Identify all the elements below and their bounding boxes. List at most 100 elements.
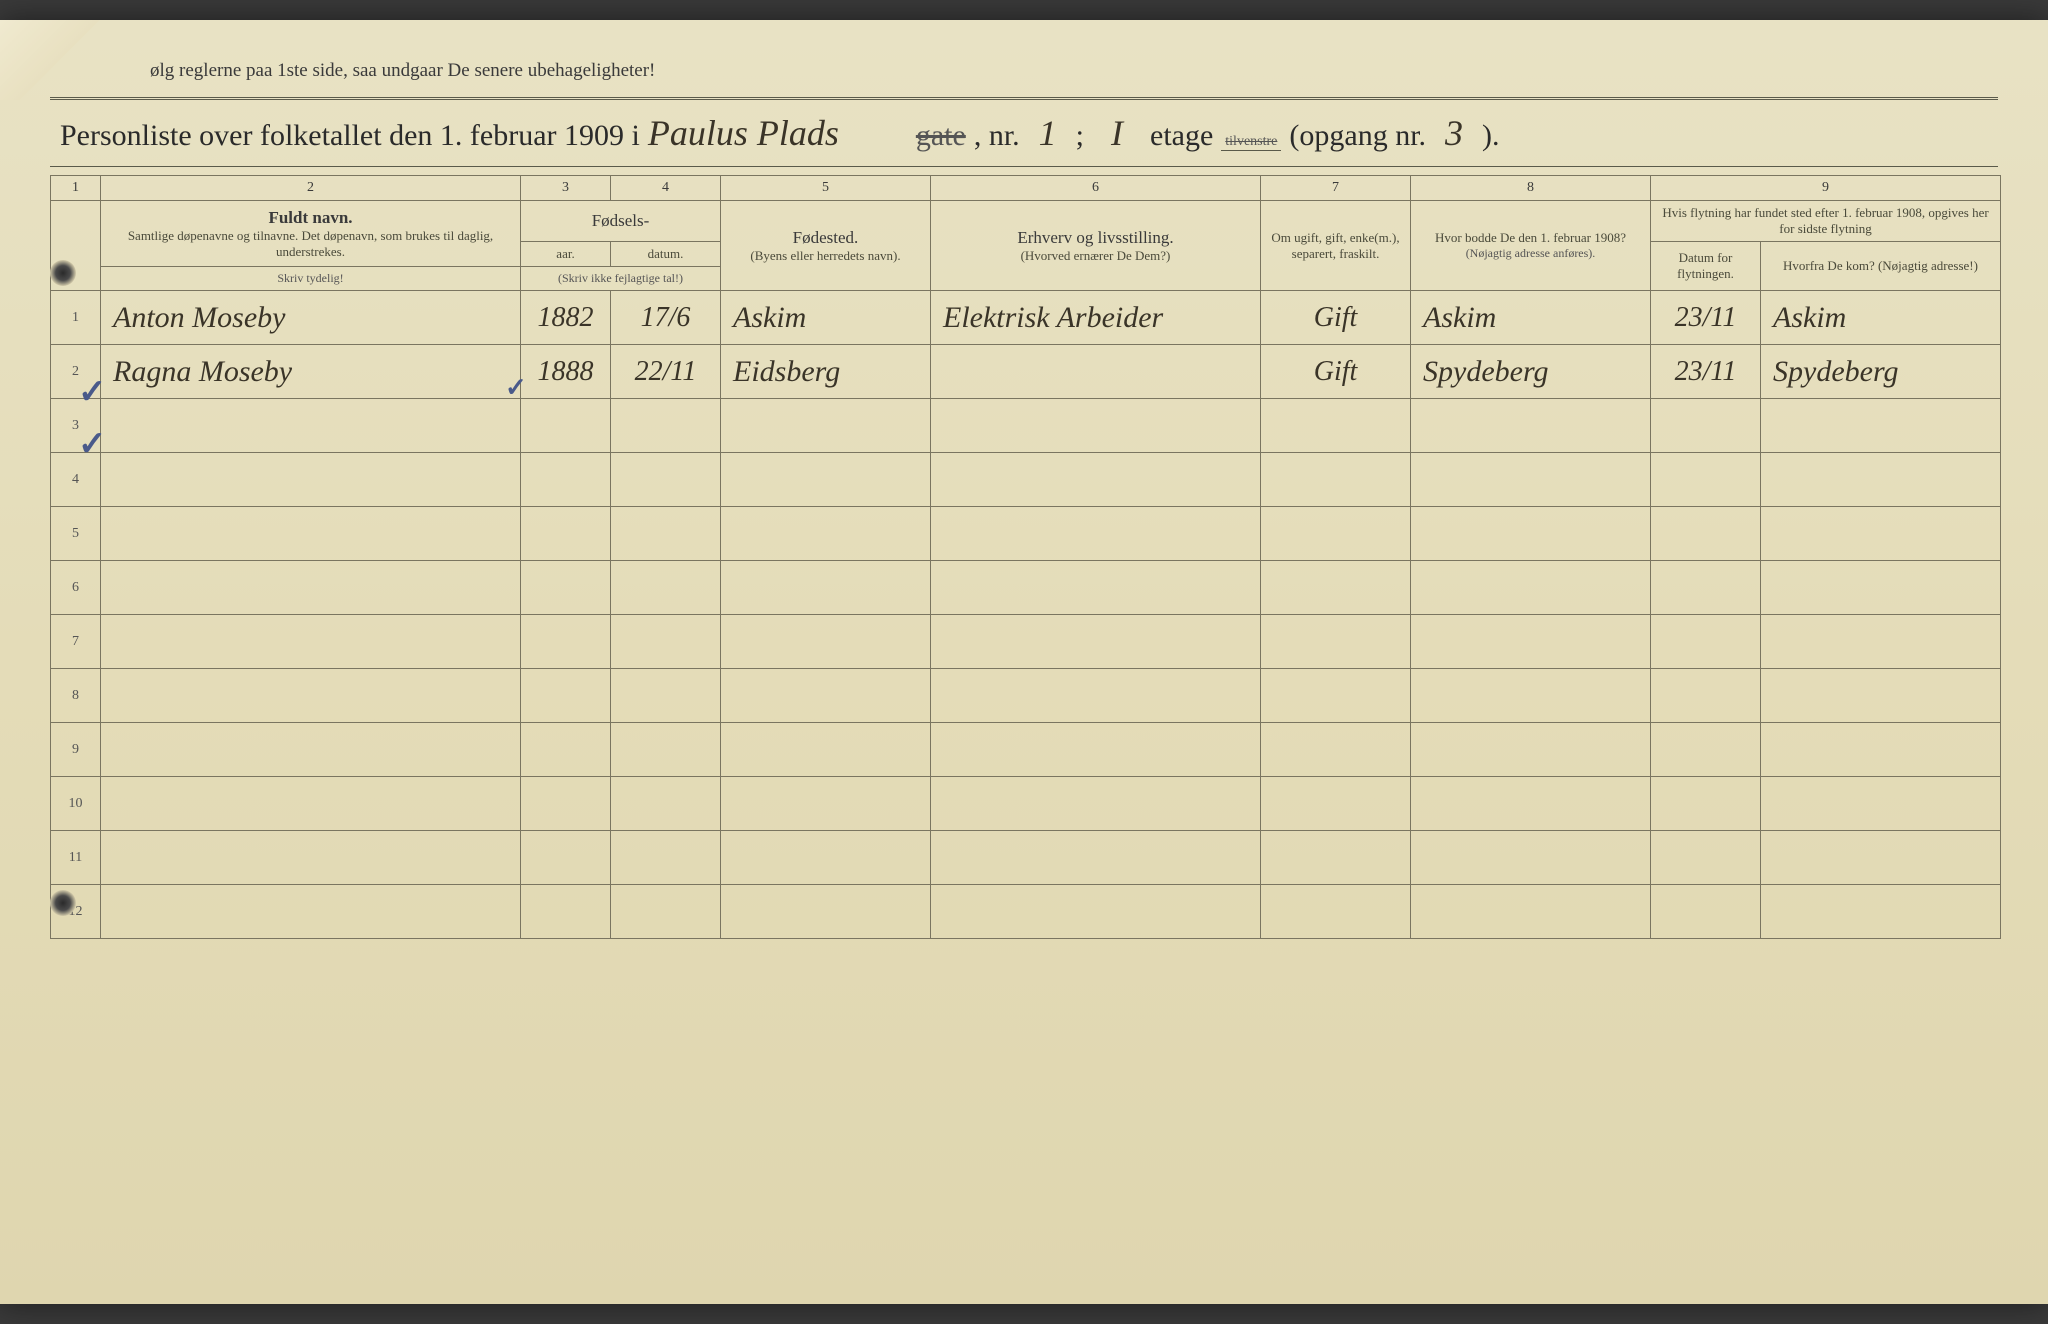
- cell-rownum: 8: [51, 669, 101, 723]
- cell-residence: Spydeberg: [1411, 345, 1651, 399]
- census-table: 1 2 3 4 5 6 7 8 9 Fuldt navn. Samtlige d…: [50, 175, 2001, 939]
- cell-move-date: [1651, 507, 1761, 561]
- cell-occupation: [931, 453, 1261, 507]
- cell-year: [521, 669, 611, 723]
- cell-marital: [1261, 453, 1411, 507]
- cell-residence: Askim: [1411, 291, 1651, 345]
- cell-occupation: [931, 561, 1261, 615]
- table-row: 7: [51, 615, 2001, 669]
- cell-name: [101, 831, 521, 885]
- cell-name: [101, 669, 521, 723]
- cell-residence: [1411, 669, 1651, 723]
- cell-date: 22/11: [611, 345, 721, 399]
- check-icon: ✓: [505, 372, 527, 403]
- cell-birthplace: [721, 507, 931, 561]
- cell-residence: [1411, 615, 1651, 669]
- cell-marital: [1261, 777, 1411, 831]
- cell-move-date: [1651, 615, 1761, 669]
- table-body: 1Anton Moseby188217/6AskimElektrisk Arbe…: [51, 291, 2001, 939]
- cell-residence: [1411, 831, 1651, 885]
- cell-date: [611, 561, 721, 615]
- cell-move-date: 23/11: [1651, 291, 1761, 345]
- binder-hole: [50, 890, 76, 916]
- cell-year: [521, 723, 611, 777]
- cell-residence: [1411, 885, 1651, 939]
- cell-date: [611, 453, 721, 507]
- cell-residence: [1411, 399, 1651, 453]
- cell-date: [611, 615, 721, 669]
- hdr-marital: Om ugift, gift, enke(m.), separert, fras…: [1261, 201, 1411, 291]
- hdr-occupation: Erhverv og livsstilling. (Hvorved ernære…: [931, 201, 1261, 291]
- hdr-birthplace: Fødested. (Byens eller herredets navn).: [721, 201, 931, 291]
- cell-marital: [1261, 831, 1411, 885]
- etage-label: etage: [1150, 119, 1213, 153]
- cell-birthplace: [721, 723, 931, 777]
- cell-name: [101, 453, 521, 507]
- table-row: 4: [51, 453, 2001, 507]
- cell-date: 17/6: [611, 291, 721, 345]
- hdr-birthplace-sub: (Byens eller herredets navn).: [727, 248, 924, 264]
- cell-year: [521, 777, 611, 831]
- table-row: 11: [51, 831, 2001, 885]
- cell-year: 1882: [521, 291, 611, 345]
- cell-occupation: [931, 507, 1261, 561]
- cell-birthplace: Askim: [721, 291, 931, 345]
- colnum: 8: [1411, 176, 1651, 201]
- cell-marital: [1261, 561, 1411, 615]
- cell-name: [101, 507, 521, 561]
- cell-birthplace: [721, 777, 931, 831]
- cell-name: [101, 723, 521, 777]
- cell-date: [611, 885, 721, 939]
- header-row-1: Fuldt navn. Samtlige døpenavne og tilnav…: [51, 201, 2001, 242]
- cell-move-from: [1761, 885, 2001, 939]
- binder-hole: [50, 260, 76, 286]
- cell-move-from: Spydeberg: [1761, 345, 2001, 399]
- cell-move-from: Askim: [1761, 291, 2001, 345]
- cell-year: [521, 453, 611, 507]
- cell-rownum: 1: [51, 291, 101, 345]
- page-fold-corner: [0, 20, 120, 100]
- cell-move-from: [1761, 723, 2001, 777]
- colnum: 4: [611, 176, 721, 201]
- table-row: 8: [51, 669, 2001, 723]
- colnum: 3: [521, 176, 611, 201]
- cell-occupation: [931, 399, 1261, 453]
- cell-move-from: [1761, 669, 2001, 723]
- strike-gate: gate: [916, 119, 966, 153]
- cell-marital: [1261, 399, 1411, 453]
- title-line: Personliste over folketallet den 1. febr…: [50, 97, 1998, 167]
- cell-date: [611, 507, 721, 561]
- cell-move-date: [1651, 399, 1761, 453]
- cell-residence: [1411, 723, 1651, 777]
- cell-rownum: 10: [51, 777, 101, 831]
- table-row: 5: [51, 507, 2001, 561]
- hdr-residence-main: Hvor bodde De den 1. februar 1908?: [1417, 230, 1644, 246]
- cell-date: [611, 669, 721, 723]
- cell-occupation: [931, 777, 1261, 831]
- table-row: 1Anton Moseby188217/6AskimElektrisk Arbe…: [51, 291, 2001, 345]
- hdr-occupation-sub: (Hvorved ernærer De Dem?): [937, 248, 1254, 264]
- hdr-year-note: (Skriv ikke fejlagtige tal!): [521, 267, 721, 291]
- etage-value: I: [1092, 112, 1142, 154]
- hdr-move-from: Hvorfra De kom? (Nøjagtig adresse!): [1761, 242, 2001, 291]
- cell-birthplace: [721, 831, 931, 885]
- cell-year: [521, 615, 611, 669]
- colnum: 1: [51, 176, 101, 201]
- opgang-label: (opgang nr.: [1289, 119, 1426, 153]
- opgang-value: 3: [1434, 112, 1474, 154]
- nr-value: 1: [1028, 112, 1068, 154]
- cell-marital: [1261, 507, 1411, 561]
- cell-date: [611, 831, 721, 885]
- cell-year: [521, 831, 611, 885]
- cell-rownum: 5: [51, 507, 101, 561]
- cell-move-date: [1651, 453, 1761, 507]
- cell-birthplace: [721, 399, 931, 453]
- cell-move-date: [1651, 669, 1761, 723]
- cell-year: [521, 399, 611, 453]
- hdr-birth: Fødsels-: [521, 201, 721, 242]
- hdr-residence-sub: (Nøjagtig adresse anføres).: [1417, 246, 1644, 261]
- colnum: 9: [1651, 176, 2001, 201]
- cell-year: 1888: [521, 345, 611, 399]
- hdr-year: aar.: [521, 242, 611, 267]
- cell-rownum: 9: [51, 723, 101, 777]
